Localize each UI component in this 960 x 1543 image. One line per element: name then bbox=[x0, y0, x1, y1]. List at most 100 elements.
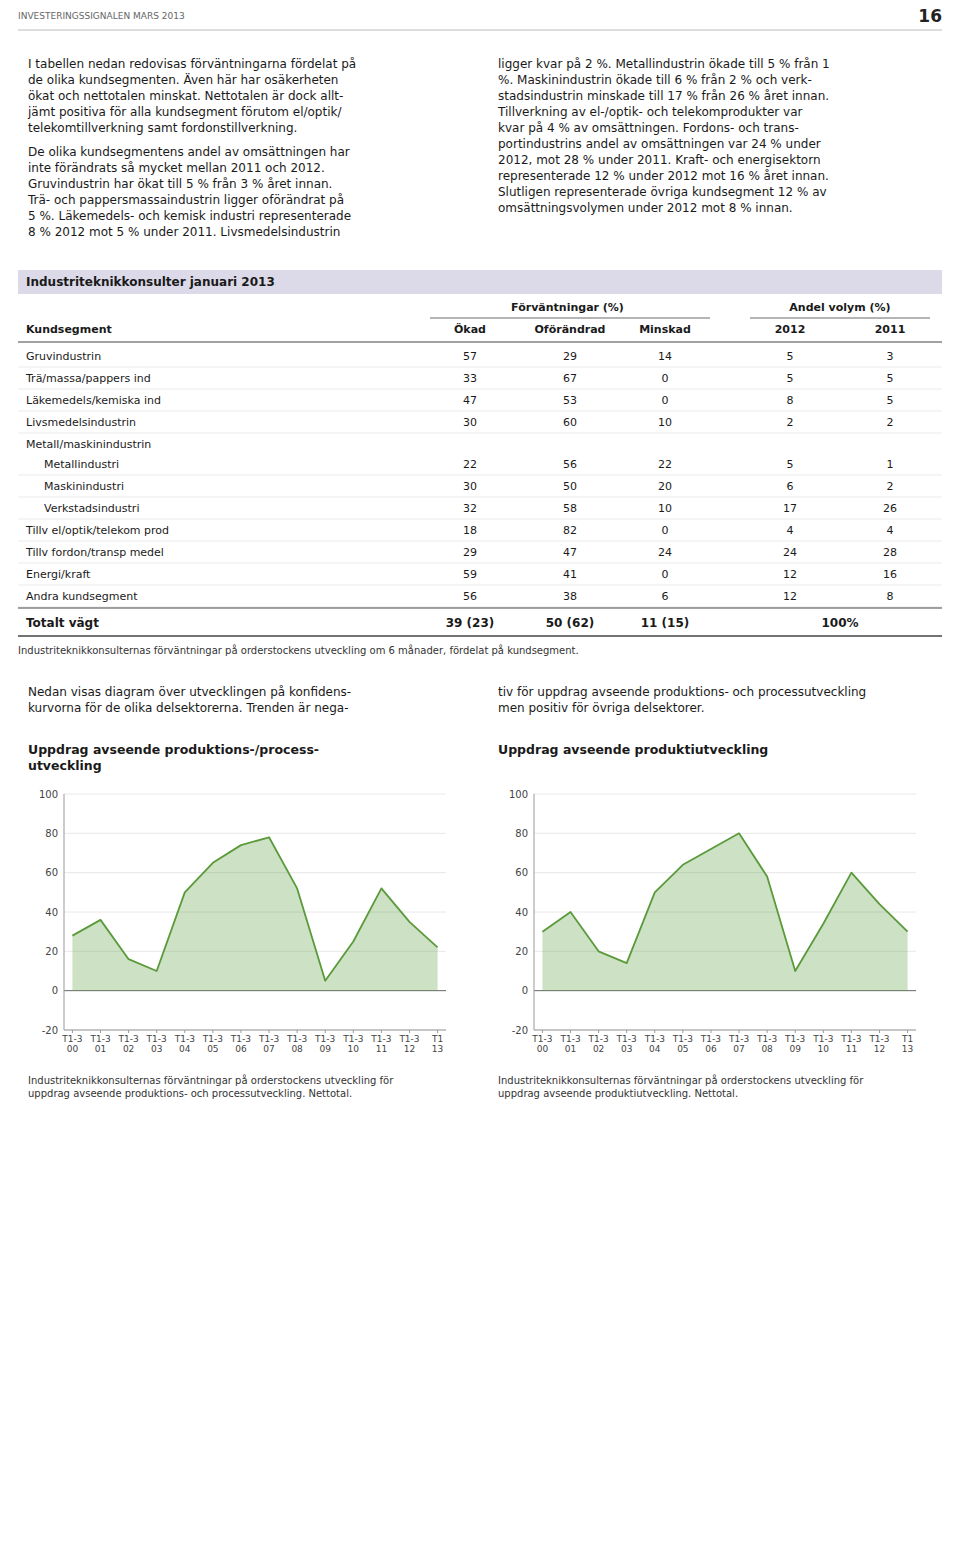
x-tick bbox=[851, 1030, 852, 1033]
table-title-bar bbox=[18, 270, 942, 294]
chart-title: Uppdrag avseende produktions-/process-ut… bbox=[28, 742, 319, 773]
table-cell: 5 bbox=[887, 372, 894, 385]
table-footnote: Industriteknikkonsulternas förväntningar… bbox=[18, 644, 579, 656]
table-cell: 41 bbox=[563, 568, 577, 581]
table-cell: 2 bbox=[787, 416, 794, 429]
table-total-cell: 39 (23) bbox=[446, 616, 495, 630]
table-title: Industriteknikkonsulter januari 2013 bbox=[26, 275, 275, 289]
table-row-rule bbox=[18, 519, 942, 520]
table-group-header: Förväntningar (%) bbox=[511, 301, 624, 314]
table-cell: 53 bbox=[563, 394, 577, 407]
chart: -20020406080100T1-300T1-301T1-302T1-303T… bbox=[509, 789, 916, 1055]
x-tick bbox=[907, 1030, 908, 1033]
body-text: Slutligen representerade övriga kundsegm… bbox=[498, 185, 827, 199]
body-text: 8 % 2012 mot 5 % under 2011. Livsmedelsi… bbox=[28, 225, 340, 239]
area-fill bbox=[542, 833, 907, 990]
table-cell: 3 bbox=[887, 350, 894, 363]
table-row-rule bbox=[18, 389, 942, 390]
y-tick-label: 0 bbox=[522, 985, 528, 996]
x-tick-label: T113 bbox=[901, 1034, 913, 1054]
chart-footnote: uppdrag avseende produktions- och proces… bbox=[28, 1088, 352, 1099]
table-cell: 17 bbox=[783, 502, 797, 515]
x-tick bbox=[269, 1030, 270, 1033]
x-tick bbox=[682, 1030, 683, 1033]
table-column-header: Minskad bbox=[639, 323, 691, 336]
table-cell: 56 bbox=[563, 458, 577, 471]
table-cell: 18 bbox=[463, 524, 477, 537]
y-tick-label: 40 bbox=[515, 907, 528, 918]
x-tick bbox=[739, 1030, 740, 1033]
table-cell: 82 bbox=[563, 524, 577, 537]
x-tick-label: T1-312 bbox=[868, 1034, 889, 1054]
x-tick-label: T1-310 bbox=[812, 1034, 833, 1054]
table-cell: 10 bbox=[658, 502, 672, 515]
x-tick bbox=[542, 1030, 543, 1033]
table-cell: 4 bbox=[787, 524, 794, 537]
table-cell: 38 bbox=[563, 590, 577, 603]
table-cell: 0 bbox=[662, 568, 669, 581]
body-text: omsättningsvolymen under 2012 mot 8 % in… bbox=[498, 201, 793, 215]
table-row-rule bbox=[18, 563, 942, 564]
table-cell: 30 bbox=[463, 480, 477, 493]
table-row-label: Andra kundsegment bbox=[26, 590, 138, 603]
header-rule bbox=[18, 30, 942, 31]
table-row-rule bbox=[18, 433, 942, 434]
body-text: inte förändrats så mycket mellan 2011 oc… bbox=[28, 161, 325, 175]
x-tick bbox=[409, 1030, 410, 1033]
x-tick bbox=[823, 1030, 824, 1033]
table-cell: 2 bbox=[887, 416, 894, 429]
table-row-label: Tillv fordon/transp medel bbox=[25, 546, 164, 559]
x-tick-label: T1-304 bbox=[174, 1034, 195, 1054]
table-cell: 5 bbox=[887, 394, 894, 407]
x-tick-label: T1-309 bbox=[314, 1034, 335, 1054]
body-text: ökat och nettotalen minskat. Nettotalen … bbox=[28, 89, 343, 103]
x-tick bbox=[128, 1030, 129, 1033]
body-text: men positiv för övriga delsektorer. bbox=[498, 701, 704, 715]
x-tick bbox=[184, 1030, 185, 1033]
page-header: INVESTERINGSSIGNALEN MARS 2013 bbox=[18, 11, 185, 21]
table-group-label: Metall/maskinindustrin bbox=[26, 438, 151, 451]
table-column-header: 2011 bbox=[875, 323, 906, 336]
y-tick-label: -20 bbox=[512, 1025, 528, 1036]
table-cell: 26 bbox=[883, 502, 897, 515]
table-row-label: Gruvindustrin bbox=[26, 350, 101, 363]
x-tick-label: T1-312 bbox=[398, 1034, 419, 1054]
x-tick-label: T1-307 bbox=[258, 1034, 279, 1054]
body-text: ligger kvar på 2 %. Metallindustrin ökad… bbox=[498, 57, 830, 71]
table-header-rule bbox=[18, 342, 942, 343]
table-cell: 50 bbox=[563, 480, 577, 493]
body-text: jämt positiva för alla kundsegment förut… bbox=[27, 105, 342, 119]
x-tick-label: T1-304 bbox=[644, 1034, 665, 1054]
table-cell: 22 bbox=[463, 458, 477, 471]
table-total-cell: 11 (15) bbox=[641, 616, 690, 630]
y-tick-label: 60 bbox=[515, 867, 528, 878]
body-text: 5 %. Läkemedels- och kemisk industri rep… bbox=[28, 209, 351, 223]
x-tick-label: T1-311 bbox=[840, 1034, 861, 1054]
y-tick-label: 100 bbox=[39, 789, 58, 800]
x-tick bbox=[325, 1030, 326, 1033]
grid-line bbox=[64, 1030, 446, 1031]
x-tick-label: T1-302 bbox=[118, 1034, 139, 1054]
table-cell: 5 bbox=[787, 458, 794, 471]
x-tick bbox=[72, 1030, 73, 1033]
y-tick-label: 80 bbox=[45, 828, 58, 839]
table-column-header: Kundsegment bbox=[26, 323, 112, 336]
x-tick-label: T1-303 bbox=[616, 1034, 637, 1054]
y-tick-label: 80 bbox=[515, 828, 528, 839]
x-tick bbox=[598, 1030, 599, 1033]
table-cell: 28 bbox=[883, 546, 897, 559]
grid-line bbox=[534, 833, 916, 834]
grid-line bbox=[64, 833, 446, 834]
x-tick bbox=[437, 1030, 438, 1033]
x-tick-label: T1-303 bbox=[146, 1034, 167, 1054]
x-tick-label: T1-305 bbox=[672, 1034, 693, 1054]
x-tick-label: T1-301 bbox=[89, 1034, 110, 1054]
table-total-label: Totalt vägt bbox=[26, 616, 99, 630]
x-tick-label: T1-310 bbox=[342, 1034, 363, 1054]
table-cell: 33 bbox=[463, 372, 477, 385]
table-cell: 1 bbox=[887, 458, 894, 471]
table-cell: 5 bbox=[787, 372, 794, 385]
y-tick-label: -20 bbox=[42, 1025, 58, 1036]
table-group-rule bbox=[750, 318, 930, 319]
x-tick bbox=[156, 1030, 157, 1033]
